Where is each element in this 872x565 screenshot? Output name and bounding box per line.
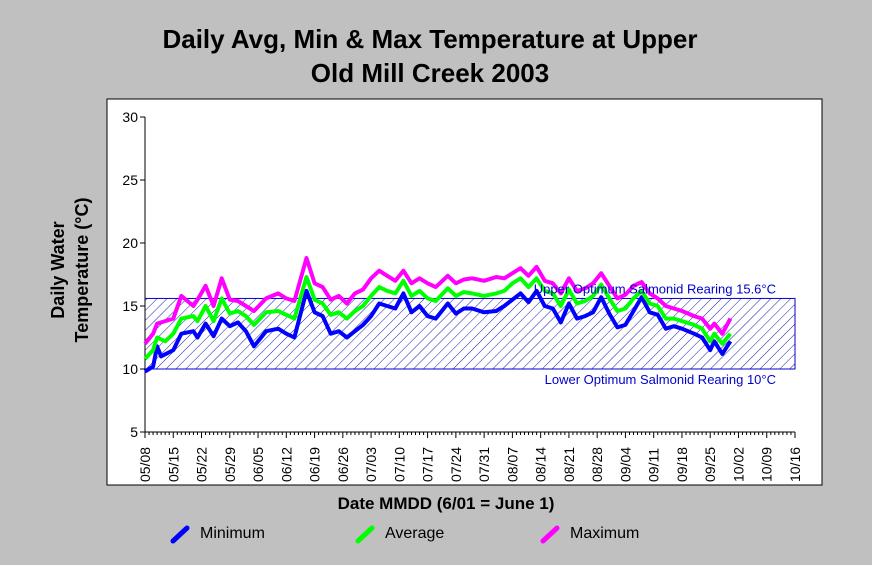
x-tick-label: 08/07	[504, 447, 520, 482]
y-tick-label: 25	[122, 172, 138, 188]
legend-label-minimum: Minimum	[200, 525, 265, 542]
y-axis-title-line1: Daily Water	[48, 221, 68, 318]
x-tick-label: 06/05	[250, 447, 266, 482]
x-tick-label: 07/31	[476, 447, 492, 482]
x-tick-label: 06/12	[278, 447, 294, 482]
legend-label-average: Average	[385, 525, 445, 542]
x-tick-label: 10/02	[730, 447, 746, 482]
legend-swatch-average	[355, 525, 375, 544]
x-axis: 05/08 05/15 05/22 05/29 06/05 06/12 06/19 06/26…	[137, 431, 803, 482]
x-tick-label: 05/08	[137, 447, 153, 482]
y-axis: 5 10 15 20 25 30	[122, 109, 146, 440]
legend: Minimum Average Maximum	[0, 524, 872, 550]
x-tick-label: 07/24	[448, 447, 464, 482]
y-tick-label: 20	[122, 235, 138, 251]
x-tick-label: 07/17	[420, 447, 436, 482]
series-line-maximum	[143, 256, 733, 346]
legend-item-maximum: Maximum	[540, 524, 639, 544]
band-upper-label: Upper Optimum Salmonid Rearing 15.6°C	[534, 281, 776, 296]
y-tick-label: 5	[130, 424, 138, 440]
band-lower-label: Lower Optimum Salmonid Rearing 10°C	[545, 372, 776, 387]
legend-label-maximum: Maximum	[570, 525, 640, 542]
x-tick-label: 08/28	[589, 447, 605, 482]
y-tick-label: 10	[122, 361, 138, 377]
chart-title: Daily Avg, Min & Max Temperature at Uppe…	[162, 24, 698, 88]
x-tick-label: 05/29	[222, 447, 238, 482]
y-tick-label: 15	[122, 298, 138, 314]
series-line-average	[143, 275, 732, 361]
y-axis-title: Daily Water Temperature (°C)	[48, 198, 92, 343]
x-tick-label: 09/11	[646, 448, 662, 482]
series-line-minimum	[143, 288, 733, 374]
x-tick-label: 09/25	[702, 447, 718, 482]
legend-swatch-maximum	[540, 525, 560, 544]
x-tick-label: 09/18	[674, 447, 690, 482]
series-layer	[143, 256, 733, 374]
x-tick-label: 06/19	[307, 447, 323, 482]
x-tick-label: 10/16	[787, 447, 803, 482]
x-tick-label: 05/15	[165, 447, 181, 482]
x-axis-title: Date MMDD (6/01 = June 1)	[337, 494, 555, 513]
legend-item-minimum: Minimum	[170, 524, 265, 544]
x-tick-label: 07/10	[391, 447, 407, 482]
legend-item-average: Average	[355, 524, 444, 544]
legend-swatch-minimum	[170, 525, 190, 544]
x-tick-label: 07/03	[363, 447, 379, 482]
x-tick-label: 09/04	[617, 447, 633, 482]
x-tick-label: 08/21	[561, 447, 577, 482]
x-tick-label: 05/22	[194, 447, 210, 482]
y-axis-title-line2: Temperature (°C)	[72, 198, 92, 343]
x-tick-label: 06/26	[335, 447, 351, 482]
y-tick-label: 30	[122, 109, 138, 125]
x-tick-label: 08/14	[533, 447, 549, 482]
x-tick-label: 10/09	[759, 447, 775, 482]
